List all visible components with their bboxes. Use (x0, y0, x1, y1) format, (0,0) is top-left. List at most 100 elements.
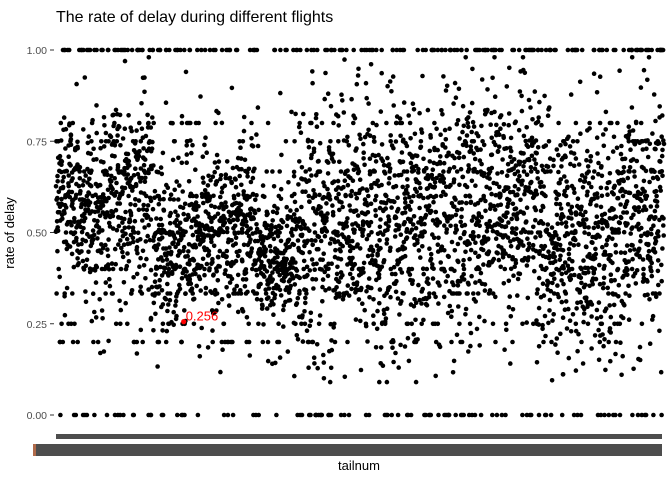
data-point (657, 158, 662, 164)
data-point (159, 171, 165, 177)
data-point (399, 299, 404, 304)
data-point (573, 321, 579, 327)
data-point (468, 343, 473, 349)
data-point (104, 412, 110, 418)
data-point (618, 214, 623, 220)
data-point (323, 288, 328, 293)
data-point (60, 339, 66, 345)
data-point (118, 143, 123, 148)
data-point (58, 412, 63, 418)
data-point (428, 135, 434, 140)
data-point (89, 318, 95, 324)
data-point (388, 139, 394, 144)
data-point (366, 276, 372, 281)
data-point (288, 208, 293, 213)
data-point (326, 266, 331, 272)
data-point (289, 109, 294, 115)
data-point (66, 154, 71, 159)
data-point (597, 339, 603, 345)
data-point (176, 197, 181, 202)
data-point (421, 317, 426, 323)
data-point (453, 197, 458, 202)
data-point (195, 214, 200, 219)
data-point (327, 379, 333, 385)
data-point (321, 360, 327, 365)
data-point (598, 314, 604, 320)
data-point (402, 246, 408, 251)
data-point (661, 141, 667, 147)
data-point (461, 272, 467, 277)
data-point (470, 119, 476, 125)
data-point (259, 302, 265, 308)
data-point (195, 234, 201, 240)
data-point (110, 226, 116, 231)
data-point (167, 245, 172, 250)
data-point (441, 176, 447, 181)
data-point (387, 79, 393, 84)
data-point (421, 195, 426, 201)
data-point (98, 350, 103, 356)
data-point (177, 220, 183, 226)
data-point (76, 261, 81, 266)
data-point (528, 105, 533, 110)
data-point (310, 242, 316, 248)
data-point (571, 151, 577, 156)
data-point (324, 47, 330, 53)
data-point (626, 283, 631, 289)
data-point (549, 339, 554, 345)
data-point (122, 225, 128, 231)
data-point (637, 253, 642, 259)
data-point (252, 166, 257, 172)
data-point (409, 321, 415, 327)
data-point (654, 199, 660, 204)
data-point (659, 262, 664, 268)
data-point (501, 281, 507, 286)
data-point (131, 275, 136, 280)
data-point (410, 222, 416, 227)
data-point (130, 235, 136, 241)
data-point (582, 230, 587, 235)
data-point (557, 257, 563, 263)
data-point (375, 253, 380, 258)
data-point (338, 169, 344, 174)
data-point (307, 249, 312, 255)
data-point (433, 193, 439, 199)
data-point (531, 224, 536, 230)
data-point (109, 178, 114, 184)
data-point (553, 47, 558, 53)
data-point (167, 196, 173, 202)
data-point (655, 268, 661, 274)
data-point (298, 226, 304, 232)
data-point (193, 207, 199, 212)
data-point (148, 267, 154, 273)
data-point (538, 179, 544, 185)
data-point (647, 141, 653, 147)
data-point (143, 276, 148, 281)
data-point (551, 312, 556, 317)
data-point (515, 293, 520, 298)
data-point (336, 191, 341, 197)
data-point (461, 412, 467, 418)
data-point (142, 225, 147, 230)
data-point (381, 311, 387, 317)
data-point (221, 412, 227, 418)
data-point (503, 321, 509, 327)
data-point (166, 273, 171, 278)
data-point (447, 166, 453, 172)
data-point (510, 201, 516, 207)
data-point (174, 313, 179, 319)
data-point (291, 212, 297, 217)
data-point (365, 253, 371, 259)
data-point (568, 276, 574, 282)
data-point (163, 100, 169, 105)
data-point (165, 185, 171, 190)
data-point (146, 170, 151, 176)
data-point (526, 241, 532, 247)
data-point (123, 266, 129, 272)
data-point (647, 297, 652, 302)
data-point (342, 57, 347, 62)
data-point (576, 331, 581, 337)
data-point (426, 294, 432, 300)
data-point (385, 155, 390, 161)
data-point (539, 47, 544, 53)
